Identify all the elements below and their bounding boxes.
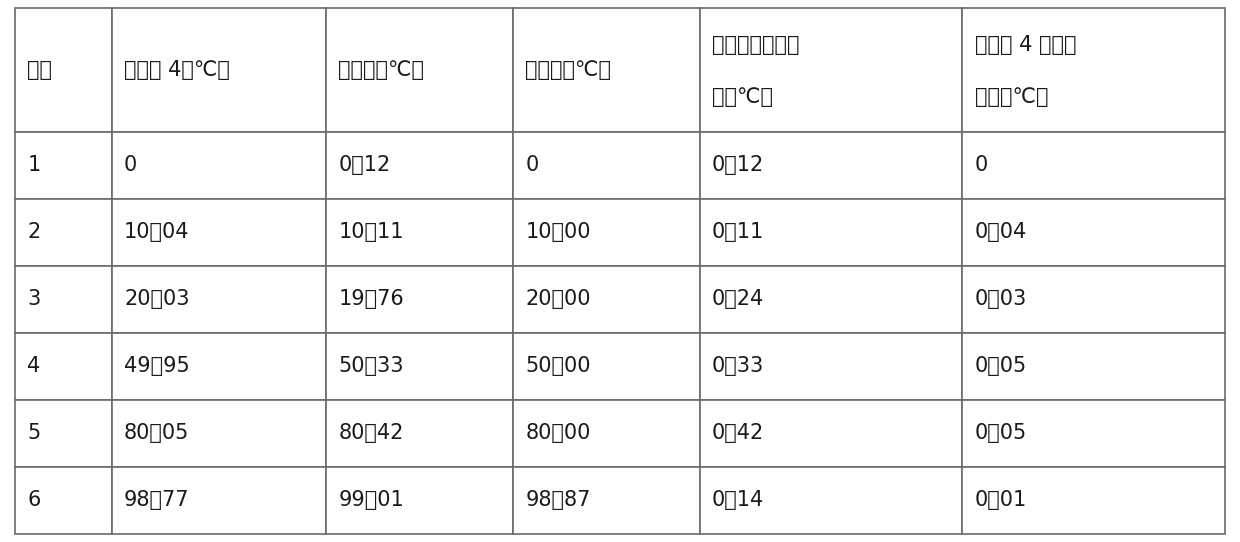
Text: 标定例（℃）: 标定例（℃） [526,60,611,80]
Text: 实施例 4（℃）: 实施例 4（℃） [124,60,229,80]
Bar [699,132,962,199]
Bar [513,199,699,266]
Text: 0．42: 0．42 [712,423,764,443]
Text: 0．05: 0．05 [975,356,1027,376]
Text: 49．95: 49．95 [124,356,190,376]
Text: 6: 6 [27,491,41,511]
Text: 0．03: 0．03 [975,289,1027,309]
Bar [112,266,326,333]
Text: 实施例 4 的相对: 实施例 4 的相对 [975,35,1076,55]
Text: 0．04: 0．04 [975,222,1027,242]
Bar [699,266,962,333]
Bar [15,266,112,333]
Text: 0: 0 [124,155,138,175]
Text: 19．76: 19．76 [339,289,404,309]
Text: 10．00: 10．00 [526,222,590,242]
Bar [962,467,1225,534]
Bar [513,8,699,132]
Bar [326,467,513,534]
Bar [112,333,326,400]
Text: 80．00: 80．00 [526,423,590,443]
Text: 对比例（℃）: 对比例（℃） [339,60,424,80]
Text: 序号: 序号 [27,60,52,80]
Text: 0: 0 [975,155,988,175]
Bar [962,199,1225,266]
Bar [962,333,1225,400]
Bar [326,199,513,266]
Bar [112,400,326,467]
Bar [699,400,962,467]
Bar [15,467,112,534]
Text: 50．33: 50．33 [339,356,404,376]
Bar [15,8,112,132]
Text: 4: 4 [27,356,41,376]
Bar [962,400,1225,467]
Bar [112,8,326,132]
Text: 误差（℃）: 误差（℃） [975,87,1048,107]
Bar [513,333,699,400]
Bar [513,266,699,333]
Bar [326,8,513,132]
Bar [962,132,1225,199]
Bar [699,8,962,132]
Bar [326,132,513,199]
Text: 0．01: 0．01 [975,491,1027,511]
Bar [326,266,513,333]
Text: 0．24: 0．24 [712,289,764,309]
Bar [699,199,962,266]
Text: 0．05: 0．05 [975,423,1027,443]
Text: 0．12: 0．12 [712,155,764,175]
Bar [699,333,962,400]
Text: 20．03: 20．03 [124,289,190,309]
Text: 0．33: 0．33 [712,356,764,376]
Text: 0．14: 0．14 [712,491,764,511]
Bar [15,132,112,199]
Text: 0．11: 0．11 [712,222,764,242]
Bar [699,467,962,534]
Text: 98．87: 98．87 [526,491,590,511]
Text: 10．11: 10．11 [339,222,404,242]
Bar [112,467,326,534]
Bar [15,199,112,266]
Bar [326,400,513,467]
Bar [326,333,513,400]
Bar [513,467,699,534]
Text: 50．00: 50．00 [526,356,590,376]
Text: 3: 3 [27,289,41,309]
Bar [962,8,1225,132]
Text: 0: 0 [526,155,538,175]
Text: 10．04: 10．04 [124,222,190,242]
Text: 5: 5 [27,423,41,443]
Bar [513,400,699,467]
Bar [962,266,1225,333]
Text: 20．00: 20．00 [526,289,590,309]
Text: 2: 2 [27,222,41,242]
Bar [15,400,112,467]
Bar [513,132,699,199]
Text: 0．12: 0．12 [339,155,391,175]
Text: 对比例的相对误: 对比例的相对误 [712,35,800,55]
Text: 1: 1 [27,155,41,175]
Text: 差（℃）: 差（℃） [712,87,773,107]
Text: 80．05: 80．05 [124,423,190,443]
Bar [112,199,326,266]
Bar [15,333,112,400]
Text: 99．01: 99．01 [339,491,404,511]
Bar [112,132,326,199]
Text: 98．77: 98．77 [124,491,190,511]
Text: 80．42: 80．42 [339,423,404,443]
